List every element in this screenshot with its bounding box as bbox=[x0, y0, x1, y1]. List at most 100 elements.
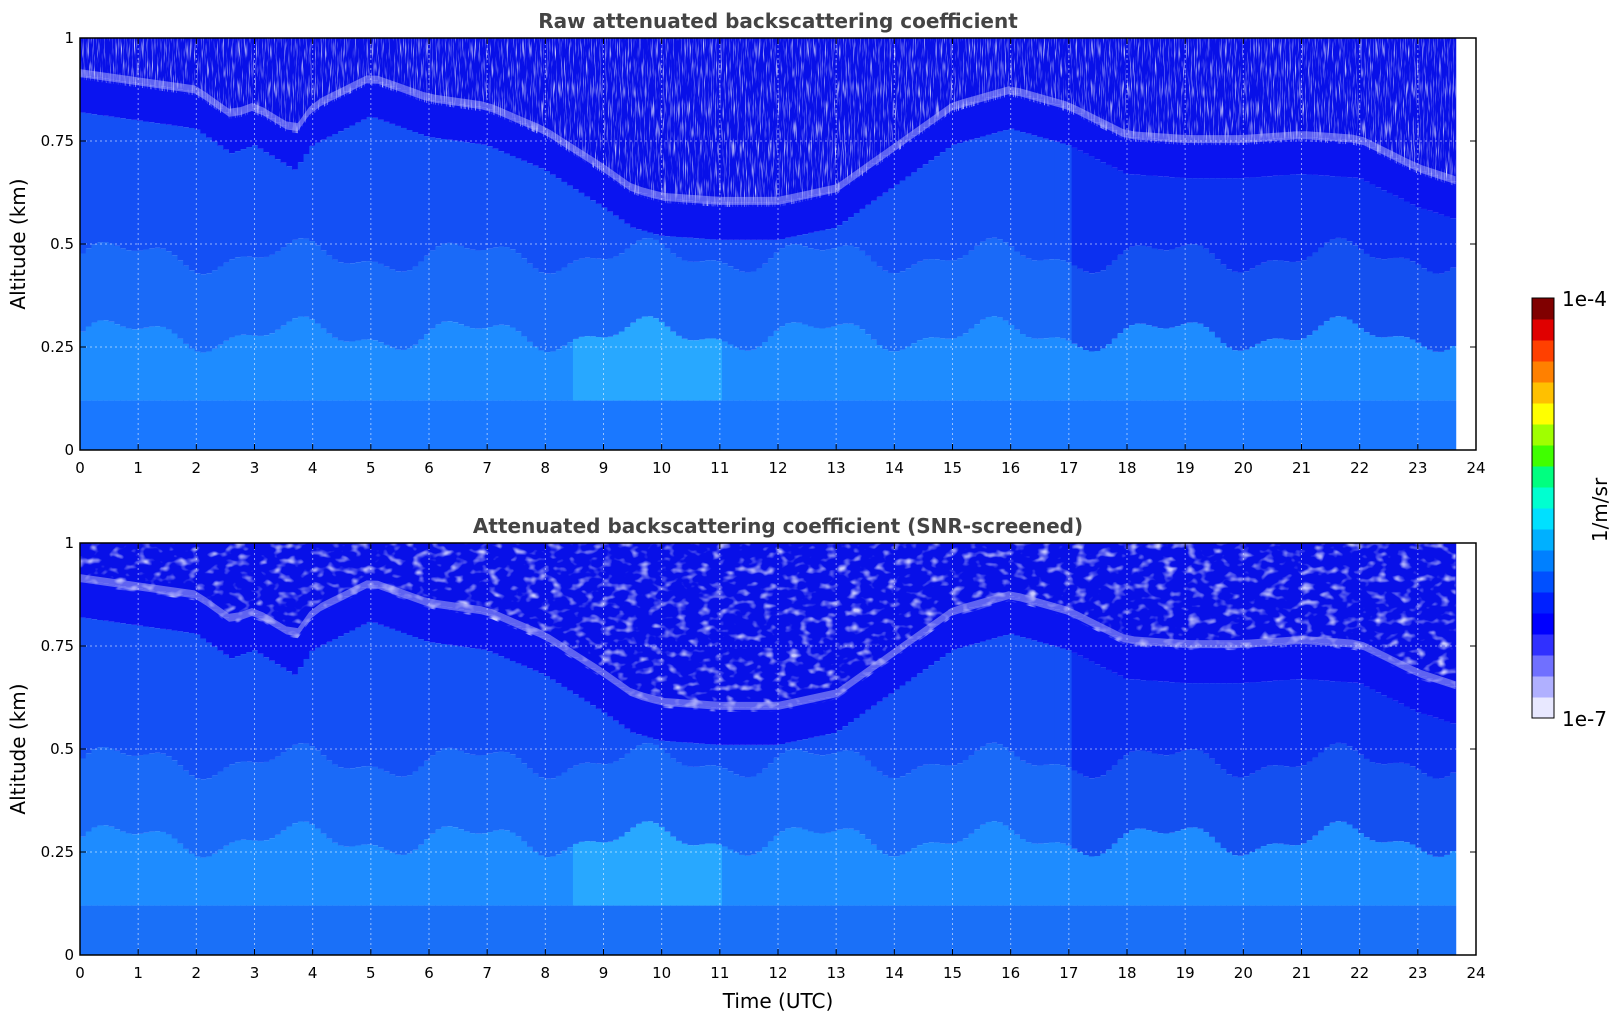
heatmap-cell bbox=[1042, 764, 1050, 844]
heatmap-cell bbox=[177, 89, 184, 127]
heatmap-cell bbox=[1140, 828, 1147, 906]
heatmap-cell bbox=[1020, 637, 1027, 761]
heatmap-cell bbox=[1289, 642, 1296, 680]
heatmap-cell bbox=[1209, 905, 1216, 955]
heatmap-cell bbox=[223, 654, 230, 768]
heatmap-cell bbox=[97, 905, 104, 955]
heatmap-cell bbox=[618, 400, 626, 450]
heatmap-cell bbox=[1346, 645, 1354, 683]
heatmap-cell bbox=[171, 760, 179, 839]
heatmap-cell bbox=[114, 245, 121, 325]
heatmap-cell bbox=[246, 652, 253, 762]
heatmap-cell bbox=[280, 247, 287, 326]
heatmap-cell bbox=[1266, 176, 1273, 261]
heatmap-cell bbox=[1352, 140, 1359, 178]
heatmap-cell bbox=[1306, 335, 1313, 401]
heatmap-cell bbox=[733, 852, 740, 906]
heatmap-cell bbox=[670, 741, 677, 759]
heatmap-cell bbox=[572, 905, 580, 955]
heatmap-cell bbox=[188, 400, 196, 450]
heatmap-cell bbox=[148, 627, 156, 754]
heatmap-cell bbox=[1157, 400, 1164, 450]
heatmap-cell bbox=[699, 844, 706, 906]
heatmap-cell bbox=[1146, 175, 1153, 247]
heatmap-cell bbox=[326, 905, 333, 955]
heatmap-cell bbox=[1358, 833, 1365, 906]
heatmap-cell bbox=[572, 694, 580, 766]
heatmap-cell bbox=[143, 905, 150, 955]
heatmap-cell bbox=[848, 400, 855, 450]
heatmap-cell bbox=[790, 244, 798, 323]
heatmap-cell bbox=[830, 248, 838, 327]
heatmap-cell bbox=[423, 760, 431, 840]
heatmap-cell bbox=[395, 349, 402, 401]
heatmap-cell bbox=[1088, 119, 1096, 157]
y-axis-screened: 00.250.50.751 bbox=[41, 534, 1476, 964]
heatmap-cell bbox=[1083, 776, 1090, 856]
heatmap-cell bbox=[200, 274, 207, 353]
heatmap-cell bbox=[710, 338, 717, 401]
heatmap-cell bbox=[1163, 176, 1170, 251]
heatmap-cell bbox=[1449, 267, 1457, 347]
heatmap-cell bbox=[893, 400, 901, 450]
heatmap-cell bbox=[1094, 351, 1101, 401]
heatmap-cell bbox=[1100, 348, 1107, 401]
heatmap-cell bbox=[91, 619, 98, 750]
heatmap-cell bbox=[997, 239, 1004, 318]
heatmap-cell bbox=[790, 749, 798, 828]
heatmap-cell bbox=[744, 272, 752, 351]
heatmap-cell bbox=[911, 769, 918, 849]
heatmap-cell bbox=[446, 400, 454, 450]
heatmap-cell bbox=[813, 905, 821, 955]
heatmap-cell bbox=[469, 648, 477, 755]
heatmap-cell bbox=[1341, 681, 1348, 744]
heatmap-cell bbox=[962, 905, 970, 955]
heatmap-cell bbox=[429, 642, 436, 756]
y-axis-label-screened: Altitude (km) bbox=[6, 683, 30, 814]
heatmap-cell bbox=[1415, 264, 1422, 343]
heatmap-cell bbox=[710, 260, 717, 339]
heatmap-cell bbox=[962, 255, 970, 334]
heatmap-cell bbox=[1363, 400, 1371, 450]
heatmap-cell bbox=[355, 627, 362, 768]
heatmap-cell bbox=[836, 693, 843, 731]
heatmap-cell bbox=[1117, 905, 1124, 955]
heatmap-cell bbox=[905, 139, 912, 177]
heatmap-cell bbox=[750, 707, 757, 745]
heatmap-cell bbox=[945, 615, 952, 654]
heatmap-cell bbox=[171, 255, 179, 334]
heatmap-cell bbox=[137, 328, 144, 401]
heatmap-cell bbox=[1174, 831, 1182, 906]
heatmap-cell bbox=[372, 585, 379, 623]
heatmap-cell bbox=[870, 705, 878, 767]
heatmap-cell bbox=[1083, 400, 1090, 450]
heatmap-cell bbox=[538, 855, 545, 906]
heatmap-cell bbox=[819, 698, 826, 736]
heatmap-cell bbox=[1008, 246, 1015, 326]
heatmap-cell bbox=[767, 336, 775, 401]
heatmap-cell bbox=[819, 905, 826, 955]
heatmap-cell bbox=[1358, 249, 1365, 329]
heatmap-cell bbox=[1169, 645, 1176, 683]
heatmap-cell bbox=[681, 338, 689, 401]
heatmap-cell bbox=[1272, 680, 1279, 766]
heatmap-cell bbox=[125, 250, 133, 329]
heatmap-cell bbox=[1329, 317, 1336, 401]
heatmap-cell bbox=[922, 259, 929, 339]
heatmap-cell bbox=[108, 826, 115, 906]
heatmap-cell bbox=[1100, 270, 1107, 349]
heatmap-cell bbox=[217, 145, 224, 267]
heatmap-cell bbox=[441, 905, 448, 955]
heatmap-cell bbox=[595, 337, 603, 401]
heatmap-cell bbox=[630, 322, 637, 401]
heatmap-cell bbox=[830, 905, 838, 955]
heatmap-cell bbox=[1191, 905, 1199, 955]
heatmap-cell bbox=[1358, 646, 1365, 684]
heatmap-cell bbox=[1409, 766, 1417, 845]
heatmap-cell bbox=[550, 351, 557, 401]
heatmap-cell bbox=[1094, 122, 1101, 160]
heatmap-cell bbox=[515, 158, 522, 254]
heatmap-cell bbox=[1203, 683, 1210, 754]
heatmap-cell bbox=[1386, 697, 1394, 764]
heatmap-cell bbox=[406, 400, 414, 450]
